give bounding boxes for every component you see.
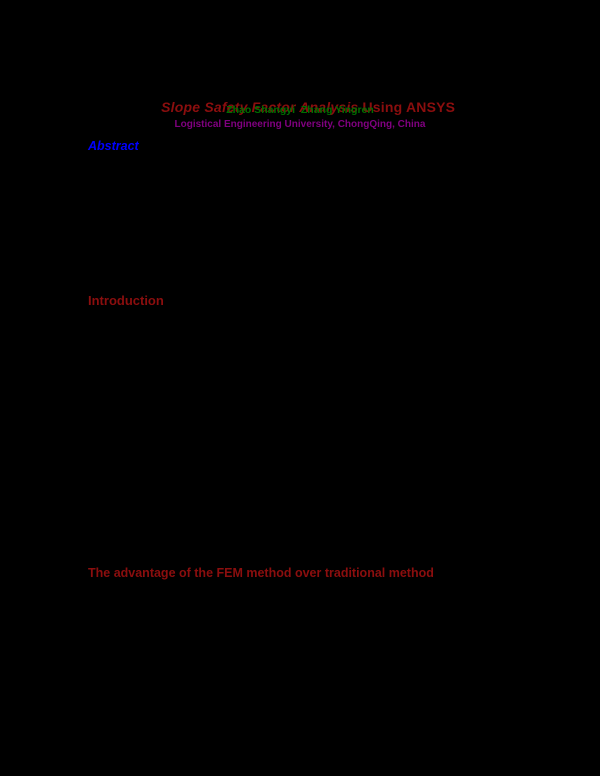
paper-title: Slope Safety Factor Analysis Using ANSYS <box>0 83 600 131</box>
paper-authors: Zhao Shangyi Zhang Yingren <box>226 104 374 116</box>
fem-advantage-heading: The advantage of the FEM method over tra… <box>88 566 434 580</box>
paper-affiliation: Logistical Engineering University, Chong… <box>174 119 426 130</box>
introduction-heading: Introduction <box>88 293 164 308</box>
abstract-heading: Abstract <box>88 139 139 153</box>
paper-title-italic-part: Slope Safety Factor Analysis <box>161 99 359 115</box>
paper-title-regular-part: Using ANSYS <box>358 99 456 115</box>
